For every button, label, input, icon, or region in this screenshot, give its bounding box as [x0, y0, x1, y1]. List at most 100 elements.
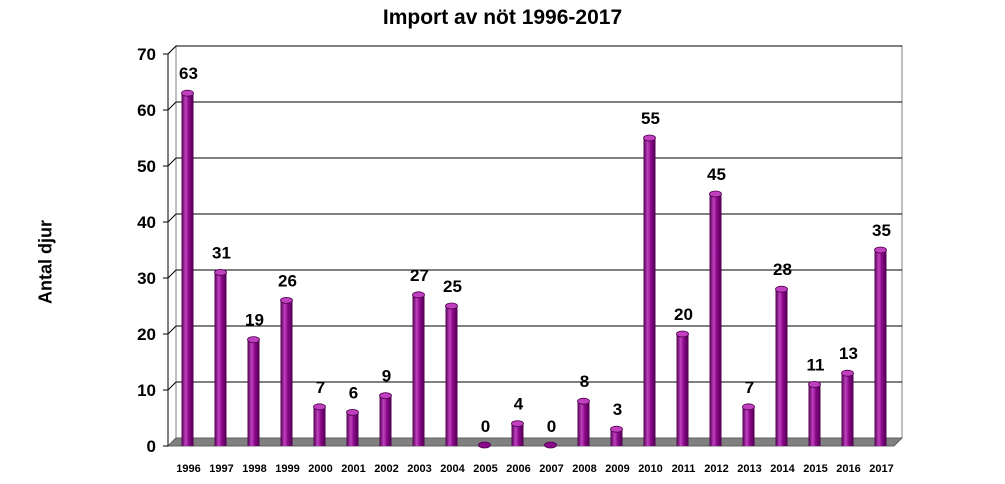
- bar: [247, 339, 260, 446]
- bar: [808, 384, 821, 446]
- bar: [577, 401, 590, 446]
- bar-top: [676, 330, 689, 338]
- x-tick-label: 2003: [407, 463, 431, 475]
- bar-top: [643, 134, 656, 142]
- gridline-side: [167, 269, 177, 279]
- bar: [511, 423, 524, 446]
- bar-top: [214, 268, 227, 276]
- y-tick-label: 0: [147, 437, 156, 456]
- bar-top: [478, 441, 491, 449]
- x-tick-label: 2008: [572, 463, 596, 475]
- bar: [610, 429, 623, 446]
- gridline-side: [167, 213, 177, 223]
- bar-top: [346, 408, 359, 416]
- x-tick-label: 2010: [638, 463, 662, 475]
- data-label: 7: [316, 378, 325, 397]
- bar: [181, 93, 194, 446]
- data-label: 11: [807, 355, 825, 374]
- bar-top: [445, 302, 458, 310]
- bar-top: [709, 190, 722, 198]
- x-tick-label: 2007: [539, 463, 563, 475]
- data-label: 7: [745, 378, 754, 397]
- bar-top: [775, 285, 788, 293]
- bar-top: [280, 296, 293, 304]
- data-label: 26: [278, 271, 297, 290]
- x-tick-label: 2013: [737, 463, 761, 475]
- bar-top: [742, 403, 755, 411]
- data-label: 4: [514, 395, 524, 414]
- x-tick-label: 2014: [770, 463, 795, 475]
- data-label: 55: [641, 109, 660, 128]
- bar: [874, 250, 887, 446]
- x-tick-label: 2001: [341, 463, 365, 475]
- data-label: 27: [410, 266, 429, 285]
- bar: [742, 406, 755, 446]
- x-tick-label: 2009: [605, 463, 629, 475]
- bar: [379, 395, 392, 446]
- bar: [841, 373, 854, 446]
- y-tick-label: 60: [137, 101, 156, 120]
- x-tick-label: 1997: [209, 463, 233, 475]
- bar-top: [247, 336, 260, 344]
- data-label: 20: [674, 305, 693, 324]
- bar: [775, 289, 788, 446]
- bar: [643, 138, 656, 446]
- data-label: 8: [580, 372, 589, 391]
- data-label: 25: [443, 277, 462, 296]
- x-tick-label: 1998: [242, 463, 266, 475]
- bar: [445, 306, 458, 446]
- bar-top: [808, 380, 821, 388]
- data-label: 45: [707, 165, 726, 184]
- bar-top: [841, 369, 854, 377]
- bar-top: [577, 397, 590, 405]
- gridline-side: [167, 157, 177, 167]
- plot-floor: [166, 437, 904, 447]
- bar-top: [379, 392, 392, 400]
- x-tick-label: 1996: [176, 463, 200, 475]
- gridline-side: [167, 101, 177, 111]
- data-label: 28: [773, 260, 792, 279]
- y-tick-label: 20: [137, 325, 156, 344]
- data-label: 3: [613, 400, 622, 419]
- bar: [412, 294, 425, 446]
- gridline-side: [167, 381, 177, 391]
- x-tick-label: 2004: [440, 463, 465, 475]
- data-label: 13: [839, 344, 858, 363]
- x-tick-label: 2017: [869, 463, 893, 475]
- x-tick-label: 1999: [275, 463, 299, 475]
- bar-top: [511, 420, 524, 428]
- bar-top: [313, 403, 326, 411]
- y-tick-label: 40: [137, 213, 156, 232]
- bar: [280, 300, 293, 446]
- data-label: 6: [349, 383, 358, 402]
- x-tick-label: 2011: [672, 463, 696, 475]
- x-tick-label: 2000: [308, 463, 332, 475]
- bar: [214, 272, 227, 446]
- y-tick-label: 50: [137, 157, 156, 176]
- x-tick-label: 2012: [704, 463, 728, 475]
- data-label: 0: [547, 417, 556, 436]
- bar: [676, 334, 689, 446]
- bar: [709, 194, 722, 446]
- gridline-side: [167, 325, 177, 335]
- data-label: 35: [872, 221, 891, 240]
- y-tick-label: 10: [137, 381, 156, 400]
- chart-title: Import av nöt 1996-2017: [382, 6, 623, 29]
- data-label: 9: [382, 367, 391, 386]
- x-tick-label: 2006: [506, 463, 530, 475]
- bar-top: [181, 89, 194, 97]
- x-tick-label: 2016: [836, 463, 860, 475]
- bar-top: [412, 291, 425, 299]
- bar-top: [544, 441, 557, 449]
- data-label: 19: [245, 311, 264, 330]
- data-label: 0: [481, 417, 490, 436]
- bar-top: [874, 246, 887, 254]
- data-label: 63: [179, 64, 198, 83]
- y-tick-label: 70: [137, 45, 156, 64]
- y-tick-label: 30: [137, 269, 156, 288]
- bar: [313, 406, 326, 446]
- x-tick-label: 2005: [473, 463, 497, 475]
- x-tick-label: 2002: [374, 463, 398, 475]
- x-tick-label: 2015: [803, 463, 827, 475]
